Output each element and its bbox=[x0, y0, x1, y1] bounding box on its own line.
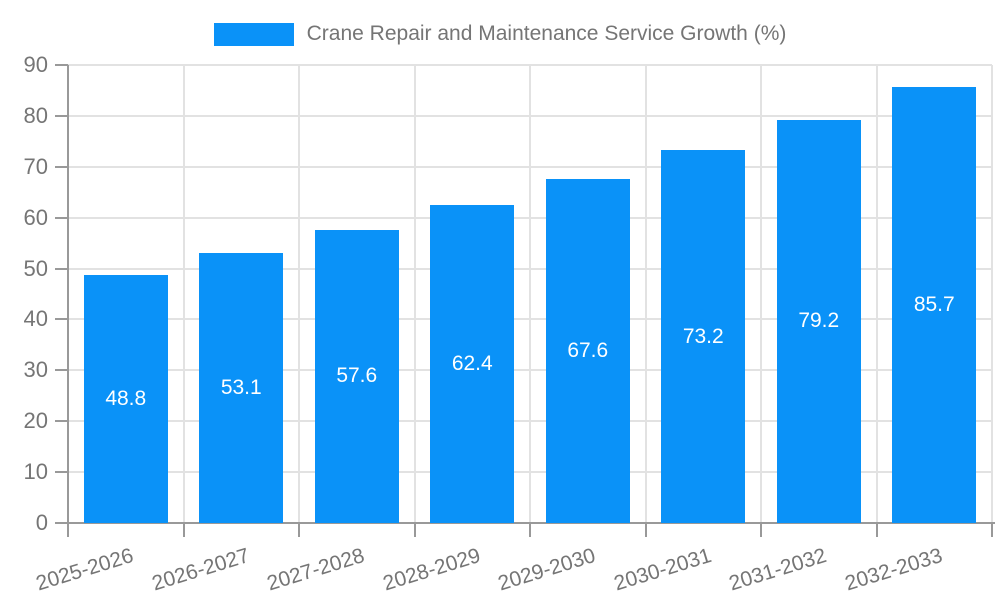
x-tick-label: 2028-2029 bbox=[380, 544, 483, 596]
x-tick-label: 2027-2028 bbox=[264, 544, 368, 596]
x-axis-tick bbox=[760, 523, 762, 537]
x-axis-tick bbox=[644, 523, 647, 537]
x-axis-tick bbox=[67, 523, 69, 537]
y-axis-tick bbox=[55, 318, 68, 321]
x-tick-label: 2025-2026 bbox=[33, 544, 137, 596]
bar-value-label: 53.1 bbox=[220, 375, 262, 399]
y-axis-tick bbox=[55, 165, 68, 168]
x-axis-tick bbox=[875, 523, 878, 537]
bar-value-label: 67.6 bbox=[567, 338, 609, 362]
y-tick-label: 60 bbox=[23, 204, 48, 230]
y-tick-label: 70 bbox=[23, 153, 48, 179]
x-axis-tick bbox=[991, 523, 993, 537]
bar bbox=[892, 86, 977, 523]
x-axis-tick bbox=[413, 523, 416, 537]
x-tick-label: 2031-2032 bbox=[726, 544, 830, 596]
y-axis-tick bbox=[55, 64, 68, 66]
bar-value-label: 73.2 bbox=[682, 324, 724, 348]
x-tick-label: 2029-2030 bbox=[495, 544, 599, 596]
y-axis-tick bbox=[55, 216, 68, 219]
v-gridline bbox=[413, 65, 416, 523]
bar-value-label: 85.7 bbox=[913, 292, 955, 316]
bar bbox=[545, 178, 630, 523]
x-axis-tick bbox=[529, 523, 531, 537]
bar-value-label: 57.6 bbox=[336, 364, 378, 388]
legend[interactable]: Crane Repair and Maintenance Service Gro… bbox=[0, 22, 1000, 46]
x-tick-label: 2030-2031 bbox=[611, 544, 714, 596]
y-tick-label: 90 bbox=[23, 52, 48, 77]
v-gridline bbox=[529, 65, 531, 523]
v-gridline bbox=[875, 65, 878, 523]
x-tick-label: 2032-2033 bbox=[842, 544, 945, 596]
y-axis-tick bbox=[55, 267, 68, 270]
y-axis-tick bbox=[55, 471, 68, 474]
y-tick-label: 20 bbox=[23, 408, 48, 434]
bar-value-label: 62.4 bbox=[451, 352, 493, 376]
bar-value-label: 79.2 bbox=[798, 309, 840, 333]
v-gridline bbox=[991, 65, 993, 523]
v-gridline bbox=[182, 65, 185, 523]
x-tick-label: 2026-2027 bbox=[149, 544, 252, 596]
y-tick-label: 10 bbox=[23, 459, 48, 485]
y-axis-tick bbox=[55, 114, 68, 117]
x-axis-tick bbox=[182, 523, 185, 537]
y-tick-label: 0 bbox=[35, 510, 48, 535]
bar bbox=[83, 274, 168, 523]
y-axis-tick bbox=[55, 420, 68, 423]
legend-label: Crane Repair and Maintenance Service Gro… bbox=[306, 22, 787, 45]
v-gridline bbox=[760, 65, 762, 523]
legend-swatch-icon bbox=[213, 22, 294, 46]
x-axis-tick bbox=[298, 523, 300, 537]
bar bbox=[199, 252, 284, 523]
y-tick-label: 40 bbox=[23, 306, 48, 332]
y-axis-tick bbox=[55, 522, 68, 524]
y-tick-label: 80 bbox=[23, 102, 48, 128]
bar bbox=[661, 150, 746, 523]
bar bbox=[776, 119, 861, 523]
bar bbox=[430, 205, 515, 523]
bar-value-label: 48.8 bbox=[105, 386, 147, 410]
y-tick-label: 50 bbox=[23, 255, 48, 281]
y-axis-line bbox=[67, 65, 69, 523]
bar bbox=[314, 229, 399, 523]
y-axis-tick bbox=[55, 369, 68, 372]
x-axis-line bbox=[67, 522, 995, 524]
y-tick-label: 30 bbox=[23, 357, 48, 383]
v-gridline bbox=[298, 65, 300, 523]
v-gridline bbox=[644, 65, 647, 523]
